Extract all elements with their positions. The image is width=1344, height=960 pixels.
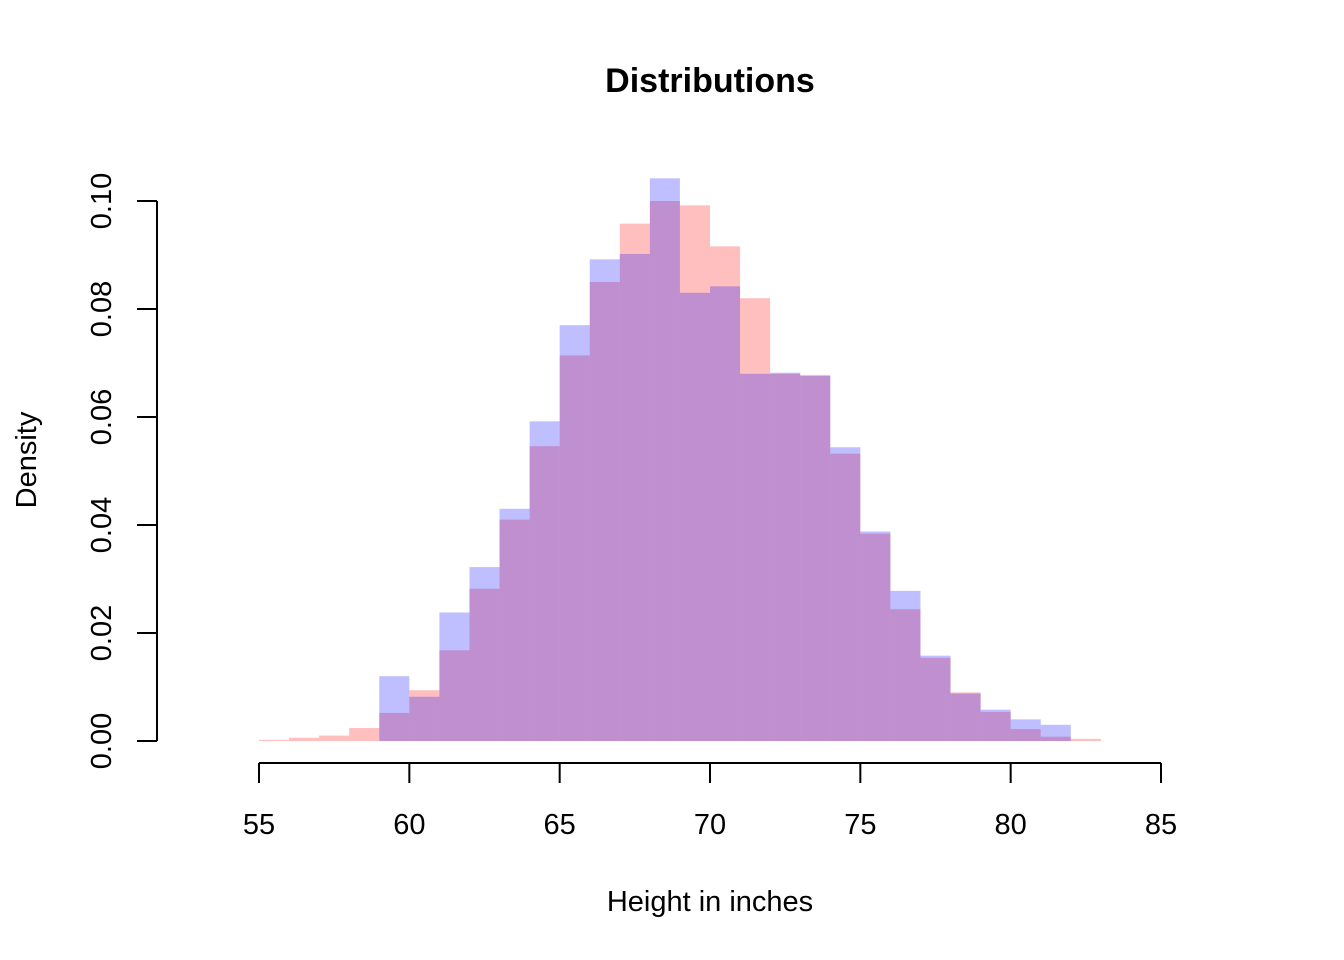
series-2-bar [679,292,710,741]
y-tick-label: 0.04 [86,497,118,553]
series-1-bars [259,201,1101,742]
y-tick-label: 0.00 [86,713,118,769]
series-1-bar [559,355,590,741]
series-2-bar [950,693,981,741]
series-1-bar [860,533,891,741]
x-tick-label: 80 [995,809,1027,841]
y-tick-label: 0.10 [86,173,118,229]
x-axis-label: Height in inches [607,886,813,918]
series-2-bar [469,567,500,741]
series-1-bar [920,657,951,741]
series-2-bar [890,590,921,741]
series-2-bar [920,655,951,741]
x-tick-label: 60 [393,809,425,841]
series-1-bar [980,711,1011,741]
x-tick-label: 65 [544,809,576,841]
series-1-bar [289,737,320,741]
chart-title: Distributions [605,62,815,100]
series-2-bar [619,253,650,742]
series-2-bar [740,373,771,741]
series-2-bar [529,421,560,741]
series-2-bar [980,709,1011,741]
series-1-bar [1010,729,1041,741]
series-2-bar [710,286,741,741]
x-tick-label: 85 [1145,809,1177,841]
series-2-bars [379,178,1071,742]
series-2-bar [559,325,590,741]
series-2-bar [379,676,410,741]
series-1-bar [950,692,981,741]
series-1-bar [409,690,440,741]
series-2-bar [860,531,891,741]
series-1-bar [259,739,290,741]
series-1-bar [800,374,831,741]
series-1-bar [319,735,350,741]
series-2-bar [589,259,620,741]
series-1-bar [529,446,560,741]
series-1-bar [349,728,380,741]
series-1-bar [890,609,921,741]
series-1-bar [770,373,801,741]
x-tick-label: 70 [694,809,726,841]
series-2-bar [1010,719,1041,741]
series-2-bar [830,447,861,741]
series-1-bar [469,588,500,741]
series-2-bar [409,696,440,741]
series-1-bar [589,282,620,741]
series-2-bar [439,612,470,741]
series-1-bar [740,298,771,741]
series-2-bar [499,508,530,741]
series-1-bar [830,453,861,741]
y-axis-label: Density [11,411,43,508]
series-1-bar [379,712,410,741]
y-tick-label: 0.02 [86,605,118,661]
series-1-bar [499,519,530,741]
x-tick-label: 55 [243,809,275,841]
series-2-bar [770,372,801,741]
series-2-bar [800,375,831,741]
series-1-bar [439,650,470,741]
x-tick-label: 75 [844,809,876,841]
series-2-bar [1040,724,1071,741]
series-1-bar [1070,738,1101,741]
series-1-bar [710,246,741,742]
series-2-bar [649,178,680,741]
y-tick-label: 0.08 [86,281,118,337]
y-tick-label: 0.06 [86,389,118,445]
series-1-bar [679,205,710,741]
series-1-bar [619,223,650,741]
series-1-bar [1040,736,1071,741]
series-1-bar [649,201,680,741]
